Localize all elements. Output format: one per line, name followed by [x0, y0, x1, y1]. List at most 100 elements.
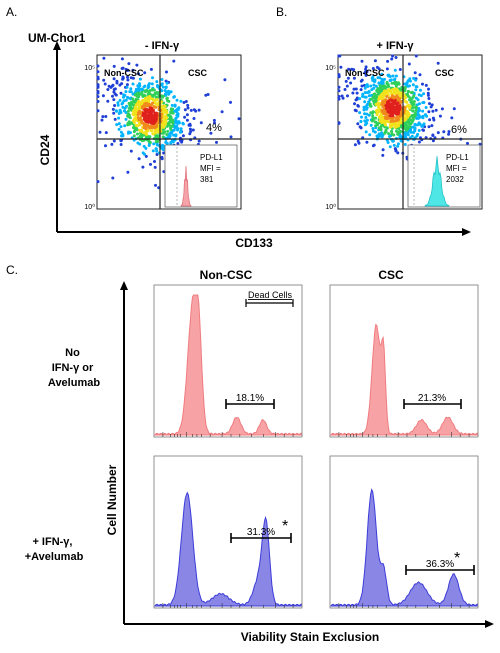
scatter-dot [176, 128, 179, 132]
scatter-dot [183, 108, 187, 112]
scatter-dot [385, 105, 389, 109]
scatter-dot [169, 90, 173, 94]
scatter-dot [386, 141, 390, 144]
scatter-dot [409, 122, 413, 126]
scatter-dot [355, 91, 359, 95]
scatter-dot [337, 85, 341, 89]
scatter-dot [431, 134, 435, 137]
scatter-dot [131, 76, 135, 80]
scatter-dot [374, 84, 378, 88]
scatter-dot [164, 140, 168, 144]
scatter-dot [124, 98, 128, 102]
scatter-dot [132, 113, 136, 117]
scatter-dot [364, 83, 368, 87]
scatter-dot [379, 126, 383, 130]
scatter-dot [145, 110, 149, 114]
scatter-dot [409, 128, 413, 132]
scatter-dot [163, 118, 167, 121]
scatter-dot [419, 88, 422, 92]
scatter-dot [421, 128, 425, 132]
scatter-dot [162, 144, 165, 148]
scatter-dot [398, 104, 402, 108]
scatter-dot [179, 130, 183, 134]
scatter-dot [393, 78, 396, 82]
scatter-dot [403, 94, 407, 98]
scatter-dot [150, 102, 154, 106]
scatter-dot [418, 115, 422, 119]
scatter-dot [166, 99, 169, 103]
scatter-dot [124, 117, 128, 121]
scatter-dot [138, 142, 142, 146]
c-row-label-untreated-line3: Avelumab [48, 377, 100, 389]
scatter-dot [407, 117, 411, 121]
scatter-dot [160, 78, 164, 81]
scatter-dot [96, 77, 100, 81]
scatter-dot [212, 118, 216, 122]
scatter-dot [353, 102, 356, 106]
panel-c-letter: C. [6, 263, 18, 277]
scatter-dot [390, 57, 394, 61]
scatter-dot [385, 126, 389, 130]
scatter-dot [141, 165, 145, 169]
scatter-dot [148, 115, 152, 119]
scatter-dot [126, 109, 130, 113]
c-y-axis-arrow [120, 281, 128, 290]
scatter-dot [126, 170, 130, 174]
gate-percent: 18.1% [236, 393, 264, 404]
scatter-dot [145, 101, 149, 105]
scatter-dot [356, 104, 360, 108]
scatter-dot [403, 127, 407, 131]
scatter-dot [396, 101, 399, 105]
scatter-a-frame [96, 54, 242, 210]
scatter-dot [390, 129, 393, 133]
scatter-dot [388, 145, 392, 149]
scatter-dot [440, 107, 444, 111]
scatter-dot [143, 123, 147, 126]
scatter-dot [115, 123, 119, 127]
scatter-dot [185, 118, 189, 122]
histogram-peak [329, 488, 478, 607]
scatter-dot [111, 107, 115, 111]
scatter-dot [142, 111, 146, 115]
scatter-dot [427, 110, 431, 114]
scatter-dot [361, 94, 364, 98]
scatter-dot [452, 107, 456, 111]
scatter-dot [436, 61, 440, 65]
scatter-dot [352, 76, 356, 80]
scatter-dot [96, 180, 100, 184]
scatter-dot [346, 76, 350, 80]
scatter-dot [104, 115, 108, 118]
scatter-dot [391, 74, 395, 78]
panel-a-letter: A. [6, 5, 17, 19]
scatter-dot [388, 108, 391, 112]
scatter-dot [353, 143, 357, 147]
scatter-dot [161, 135, 165, 139]
scatter-dot [397, 115, 401, 118]
scatter-dot [119, 143, 123, 146]
scatter-dot [140, 130, 143, 133]
scatter-dot [365, 103, 369, 107]
scatter-dot [131, 68, 135, 72]
histogram-csc-treated: 36.3% * [329, 455, 479, 609]
scatter-dot [400, 100, 404, 103]
c-y-axis-label: Cell Number [105, 464, 119, 535]
scatter-dot [124, 111, 128, 114]
scatter-dot [421, 101, 425, 105]
scatter-dot [371, 129, 375, 133]
scatter-dot [372, 143, 376, 147]
scatter-dot [380, 72, 384, 76]
scatter-dot [424, 83, 428, 87]
scatter-dot [428, 102, 431, 106]
scatter-dot [165, 97, 169, 100]
scatter-dot [96, 109, 100, 113]
scatter-dot [120, 57, 124, 61]
scatter-dot [129, 104, 133, 108]
scatter-dot [381, 153, 385, 157]
scatter-dot [160, 155, 164, 159]
scatter-dot [431, 109, 435, 113]
scatter-dot [143, 89, 147, 93]
scatter-dot [117, 127, 121, 131]
scatter-dot [155, 91, 159, 94]
scatter-dot [337, 74, 341, 78]
scatter-dot [395, 94, 399, 98]
